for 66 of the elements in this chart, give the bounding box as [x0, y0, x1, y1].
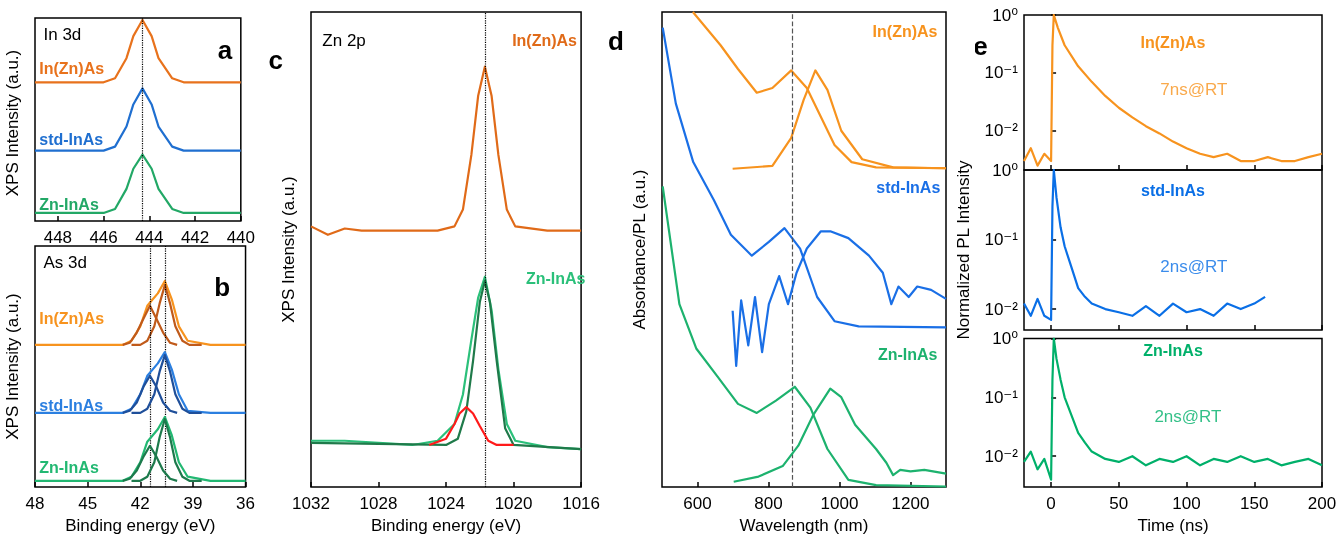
text: In(Zn)As: [872, 22, 938, 40]
x-tick-label: 800: [754, 494, 783, 513]
y-axis-title: Absorbance/PL (a.u.): [630, 169, 649, 330]
series-label: Zn-InAs: [39, 459, 99, 477]
annotation: 2ns@RT: [1154, 406, 1222, 426]
y-tick-label: 10⁻¹: [984, 63, 1019, 83]
annotation: a: [217, 34, 233, 65]
y-axis-title: XPS Intensity (a.u.): [3, 49, 22, 197]
text: In(Zn)As: [1140, 34, 1206, 52]
x-tick-label: 48: [25, 494, 45, 513]
annotation: In 3d: [43, 25, 82, 45]
y-tick-label: 10⁰: [992, 329, 1019, 348]
text: c: [268, 44, 284, 75]
series-label: std-InAs: [39, 131, 104, 149]
x-axis-title: Binding energy (eV): [370, 515, 522, 535]
x-tick-label: 1020: [494, 494, 533, 513]
x-tick-label: 39: [183, 494, 203, 513]
x-axis-title: Wavelength (nm): [739, 515, 869, 535]
x-tick-label: 150: [1240, 494, 1269, 513]
x-tick-label: 1028: [359, 494, 398, 513]
text: e: [973, 31, 988, 61]
text: Zn 2p: [322, 31, 366, 50]
x-axis-title: Time (ns): [1137, 515, 1209, 535]
text: Zn-InAs: [1143, 341, 1203, 359]
x-tick-label: 448: [43, 228, 73, 247]
x-tick-label: 1024: [427, 494, 465, 513]
x-tick-label: 1016: [562, 494, 600, 513]
x-tick-label: 446: [89, 228, 118, 247]
annotation: b: [214, 271, 231, 302]
series-label: In(Zn)As: [39, 309, 105, 327]
y-tick-label: 10⁰: [992, 160, 1019, 180]
y-axis-title: XPS Intensity (a.u.): [279, 176, 298, 323]
x-tick-label: 42: [130, 494, 150, 513]
y-tick-label: 10⁻²: [984, 446, 1019, 466]
x-tick-label: 50: [1109, 494, 1129, 513]
text: std-InAs: [876, 179, 941, 197]
x-tick-label: 45: [78, 494, 98, 513]
text: In(Zn)As: [512, 32, 578, 49]
text: Zn-InAs: [877, 345, 938, 363]
series-label: std-InAs: [39, 396, 104, 414]
y-tick-label: 10⁻²: [984, 299, 1019, 319]
text: As 3d: [43, 253, 87, 273]
x-tick-label: 442: [180, 228, 210, 247]
y-tick-label: 10⁻¹: [984, 387, 1019, 407]
y-tick-label: 10⁰: [992, 5, 1019, 25]
text: d: [608, 25, 624, 56]
x-tick-label: 1000: [820, 494, 859, 513]
x-tick-label: 36: [236, 494, 256, 513]
x-tick-label: 0: [1046, 494, 1056, 513]
x-tick-label: 1032: [292, 494, 330, 513]
y-axis-title: XPS Intensity (a.u.): [3, 293, 22, 440]
x-tick-label: 440: [226, 228, 256, 247]
x-tick-label: 200: [1307, 494, 1337, 513]
x-tick-label: 600: [683, 494, 712, 513]
annotation: 7ns@RT: [1160, 79, 1228, 99]
y-tick-label: 10⁻²: [984, 121, 1019, 141]
x-tick-label: 100: [1172, 494, 1201, 513]
x-axis-title: Binding energy (eV): [65, 515, 216, 535]
y-axis-title: Normalized PL Intensity: [954, 160, 973, 340]
annotation: 2ns@RT: [1160, 256, 1228, 276]
x-tick-label: 1200: [891, 494, 930, 513]
series-label: Zn-InAs: [39, 196, 99, 214]
series-label: In(Zn)As: [39, 59, 105, 77]
y-tick-label: 10⁻¹: [984, 230, 1019, 250]
x-tick-label: 444: [135, 228, 164, 247]
text: std-InAs: [1141, 182, 1206, 200]
